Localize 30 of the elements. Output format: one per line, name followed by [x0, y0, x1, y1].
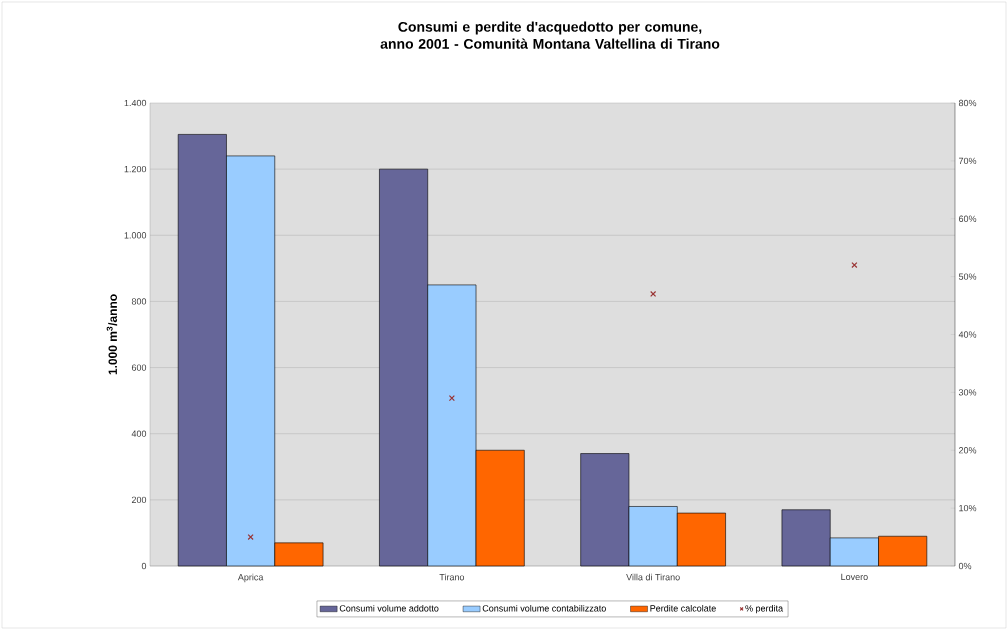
y2-tick-label: 0% [958, 562, 972, 570]
y-tick-label: 1.400 [124, 99, 147, 107]
point [650, 290, 657, 298]
y-tick-label: 200 [131, 496, 147, 504]
y-tick-label: 1.200 [124, 165, 147, 173]
legend-label: Consumi volume addotto [339, 604, 439, 612]
point [247, 534, 254, 541]
x-tick-label: Tirano [439, 573, 465, 581]
y-axis-title: 1.000 m$^{3}$/anno [106, 294, 118, 375]
chart-title: Consumi e perdite d'acquedotto per comune, anno 2001 - Comunità Montana Valtellina di Tirano [380, 21, 720, 49]
legend-label: % perdita [745, 604, 784, 614]
y2-tick-label: 30% [958, 389, 977, 396]
y-tick-label: 800 [131, 298, 147, 305]
y2-tick-label: 50% [958, 273, 977, 280]
y2-tick-label: 70% [959, 157, 977, 165]
point [851, 261, 858, 269]
y2-tick-label: 80% [958, 99, 977, 107]
y-tick-label: 0 [141, 562, 147, 570]
y-tick-label: 1.000 [124, 232, 147, 239]
y-tick-label: 400 [131, 430, 147, 437]
legend-label: Consumi volume contabilizzato [482, 604, 606, 612]
x-tick-label: Villa di Tirano [626, 573, 680, 581]
x-tick-label: Aprica [237, 573, 264, 583]
y2-tick-label: 60% [958, 215, 977, 222]
y2-tick-label: 40% [958, 331, 977, 338]
legend-label: Perdite calcolate [650, 604, 716, 612]
x-tick-label: Lovero [841, 573, 868, 581]
y2-tick-label: 10% [959, 504, 977, 512]
y2-tick-label: 20% [958, 447, 977, 454]
y-tick-label: 600 [131, 364, 147, 371]
